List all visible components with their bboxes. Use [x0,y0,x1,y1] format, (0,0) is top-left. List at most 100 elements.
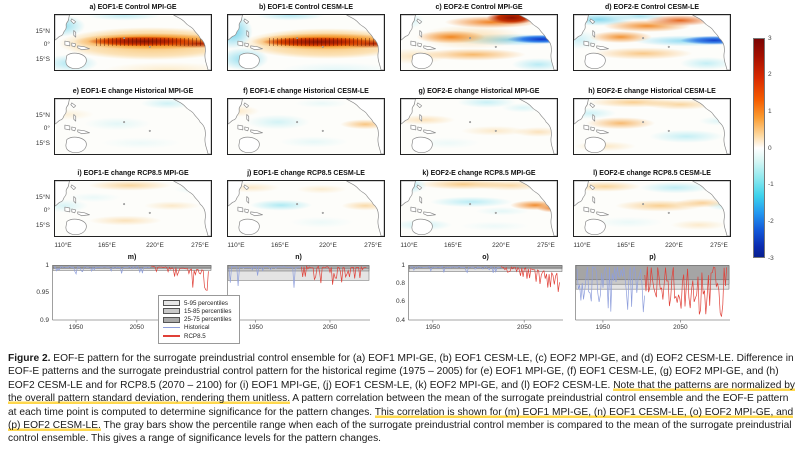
ts-xtick-label: 2050 [517,324,532,331]
lon-label: 220°E [665,242,683,249]
colorbar-tick-label: -1 [768,181,774,189]
lon-label: 220°E [319,242,337,249]
lon-label: 275°E [364,242,382,249]
colorbar-tick-label: 1 [768,107,772,115]
ts-title-p: p) [649,254,656,261]
lon-label: 110°E [573,242,591,249]
lon-label: 220°E [146,242,164,249]
colorbar-tick-label: -3 [768,254,774,262]
colorbar-tick-label: 3 [768,34,772,42]
lat-label: 15°S [35,222,50,229]
legend-label: Historical [184,324,210,332]
legend-item: 5-95 percentiles [163,299,235,307]
lat-label: 15°S [35,56,50,63]
map-title-a: a) EOF1-E Control MPI-GE [89,4,177,11]
map-title-i: i) EOF1-E change RCP8.5 MPI-GE [77,170,189,177]
lon-label: 220°E [492,242,510,249]
legend-item: 25-75 percentiles [163,316,235,324]
ts-title-n: n) [295,254,302,261]
ts-ytick-label: 0.95 [36,289,49,296]
lat-label: 0° [43,41,50,48]
coastline-map [401,181,557,236]
lon-label: 165°E [617,242,635,249]
lon-label: 165°E [98,242,116,249]
lon-label: 275°E [537,242,555,249]
map-title-g: g) EOF2-E change Historical MPI-GE [418,88,540,95]
map-title-e: e) EOF1-E change Historical MPI-GE [72,88,194,95]
ts-title-o: o) [482,254,489,261]
caption-segment: This correlation is shown for (m) EOF1 M… [8,406,794,432]
coastline-map [228,99,384,154]
coastline-map [401,99,557,154]
figure-caption: Figure 2. EOF-E pattern for the surrogat… [8,352,796,446]
ts-ytick-label: 0.6 [395,298,405,306]
caption-segment: Figure 2. [8,353,51,364]
legend-label: 15-85 percentiles [184,307,232,315]
map-panel-g [400,98,558,155]
lon-label: 275°E [710,242,728,249]
colorbar-tick-label: -2 [768,217,774,225]
map-panel-h [573,98,731,155]
ts-xtick-label: 1950 [248,324,263,331]
map-panel-e [54,98,212,155]
coastline-map [574,181,730,236]
map-panel-f [227,98,385,155]
map-title-d: d) EOF2-E Control CESM-LE [604,4,700,11]
lon-label: 275°E [191,242,209,249]
legend: 5-95 percentiles 15-85 percentiles 25-75 p… [158,295,240,344]
legend-item: Historical [163,324,235,332]
ts-xtick-label: 1950 [595,324,611,331]
coastline-map [228,181,384,236]
coastline-map [55,181,211,236]
map-title-h: h) EOF2-E change Historical CESM-LE [588,88,716,95]
lat-label: 15°S [35,140,50,147]
map-title-b: b) EOF1-E Control CESM-LE [258,4,354,11]
ts-ytick-label: 0.9 [39,316,49,324]
ts-xtick-label: 2050 [129,324,145,331]
historical-line-icon [163,327,180,329]
map-title-j: j) EOF1-E change RCP8.5 CESM-LE [247,170,365,177]
caption-segment: EOF-E pattern for the surrogate preindus… [8,353,794,391]
lon-label: 110°E [54,242,72,249]
lon-label: 110°E [400,242,418,249]
map-panel-d [573,14,731,71]
lat-label: 15°N [35,112,50,119]
stipple-overlay [268,38,381,46]
coastline-map [401,15,557,70]
lat-label: 15°N [35,194,50,201]
caption-segment: A pattern correlation between the mean o… [8,393,789,418]
map-title-c: c) EOF2-E Control MPI-GE [435,4,523,11]
map-panel-l [573,180,731,237]
map-title-f: f) EOF1-E change Historical CESM-LE [243,88,369,95]
lon-label: 165°E [444,242,462,249]
colorbar-tick-label: 0 [768,144,772,152]
colorbar-gradient [753,38,765,258]
percentile-patch-icon [163,300,180,306]
ts-ytick-label: 1 [401,261,405,269]
lat-label: 0° [43,207,50,214]
coastline-map [55,99,211,154]
ts-ytick-label: 0.8 [395,279,405,287]
caption-segment: The gray bars show the percentile range … [8,420,792,445]
legend-item: 15-85 percentiles [163,307,235,315]
lon-label: 165°E [271,242,289,249]
legend-label: RCP8.5 [184,332,206,340]
lat-label: 15°N [35,28,50,35]
map-title-k: k) EOF2-E change RCP8.5 MPI-GE [422,170,536,177]
legend-label: 25-75 percentiles [184,316,232,323]
percentile-patch-icon [163,308,180,315]
map-panel-a [54,14,212,71]
ts-ytick-label: 0.4 [395,316,405,324]
ts-xtick-label: 1950 [68,324,84,331]
caption-segment: Note that the patterns are normalized by… [8,379,795,405]
coastline-map [574,15,730,70]
ts-xtick-label: 2050 [673,324,688,331]
lon-label: 110°E [227,242,245,249]
map-panel-k [400,180,558,237]
percentile-patch-icon [163,316,180,323]
stipple-overlay [95,38,208,46]
legend-label: 5-95 percentiles [184,299,229,307]
lat-label: 0° [43,125,50,132]
coastline-map [55,15,211,70]
